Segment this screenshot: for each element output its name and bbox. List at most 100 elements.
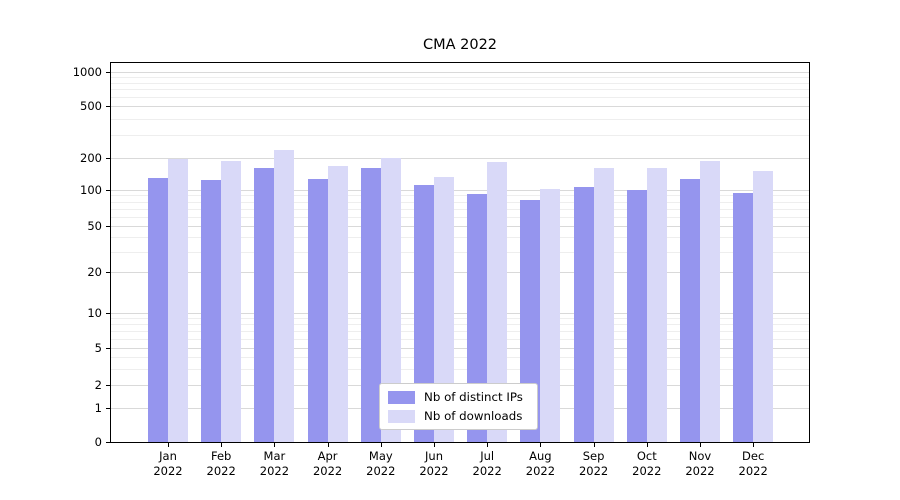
x-tick-label: Apr 2022 (296, 449, 360, 479)
gridline-minor (111, 208, 809, 210)
gridline-minor (111, 237, 809, 239)
y-tick-label: 100 (80, 183, 102, 197)
bar-distinct-ips-apr (307, 178, 328, 442)
y-tick-mark (106, 158, 110, 159)
bar-downloads-mar (274, 149, 295, 442)
plot-area: Nb of distinct IPs Nb of downloads (110, 62, 810, 443)
bar-distinct-ips-may (360, 168, 381, 442)
x-tick-month: Feb (211, 449, 232, 463)
x-tick-year: 2022 (259, 464, 290, 478)
x-tick-year: 2022 (419, 464, 449, 478)
legend-item-downloads: Nb of downloads (388, 409, 523, 423)
bar-downloads-oct (646, 167, 667, 442)
bar-downloads-sep (593, 168, 614, 442)
bar-downloads-jun (434, 176, 454, 442)
x-tick-label: Nov 2022 (668, 449, 732, 479)
gridline-minor (111, 318, 809, 320)
x-tick-mark (327, 443, 329, 447)
y-tick-mark (106, 72, 110, 73)
gridline-minor (111, 89, 809, 91)
x-tick-month: Dec (742, 449, 765, 463)
gridline-minor (111, 134, 809, 136)
x-tick-label: Mar 2022 (242, 449, 306, 479)
gridline-major (111, 226, 809, 227)
legend-label-downloads: Nb of downloads (424, 409, 523, 423)
y-tick-label: 1 (94, 401, 102, 415)
gridline-minor (111, 201, 809, 203)
bar-distinct-ips-jul (467, 194, 488, 442)
y-tick-label: 5 (94, 341, 102, 355)
y-tick-mark (106, 190, 110, 191)
gridline-minor (111, 324, 809, 326)
y-tick-mark (106, 348, 110, 349)
gridline-minor (111, 118, 809, 120)
bar-distinct-ips-jun (414, 184, 434, 442)
gridline-minor (111, 331, 809, 332)
gridline-major (111, 72, 809, 73)
x-tick-label: May 2022 (349, 449, 413, 479)
gridline-minor (111, 357, 809, 358)
x-tick-year: 2022 (685, 464, 715, 478)
legend-item-distinct-ips: Nb of distinct IPs (388, 390, 523, 404)
bar-downloads-dec (753, 171, 774, 442)
x-tick-year: 2022 (632, 464, 662, 478)
bar-distinct-ips-dec (733, 192, 754, 442)
x-tick-mark (646, 443, 648, 447)
y-tick-label: 10 (87, 306, 102, 320)
x-tick-label: Jul 2022 (455, 449, 519, 479)
x-tick-month: Mar (263, 449, 286, 463)
y-tick-mark (106, 313, 110, 314)
x-tick-month: Sep (582, 449, 605, 463)
gridline-minor (111, 97, 809, 99)
gridline-minor (111, 82, 809, 84)
y-tick-mark (106, 385, 110, 386)
legend: Nb of distinct IPs Nb of downloads (379, 383, 538, 430)
x-tick-mark (753, 443, 755, 447)
x-tick-month: Apr (317, 449, 338, 463)
x-tick-year: 2022 (738, 464, 768, 478)
gridline-major (111, 272, 809, 273)
x-tick-month: Nov (688, 449, 712, 463)
x-tick-mark (221, 443, 223, 447)
bar-distinct-ips-feb (201, 179, 222, 442)
x-tick-year: 2022 (312, 464, 343, 478)
x-tick-year: 2022 (206, 464, 236, 478)
x-tick-label: Jan 2022 (136, 449, 200, 479)
x-tick-month: May (368, 449, 393, 463)
x-tick-mark (540, 443, 542, 447)
legend-swatch-downloads (388, 409, 415, 423)
x-tick-mark (700, 443, 701, 447)
x-tick-year: 2022 (366, 464, 396, 478)
gridline-major (111, 106, 809, 107)
bar-downloads-may (380, 158, 401, 442)
x-tick-mark (487, 443, 489, 447)
bar-downloads-jul (487, 162, 508, 442)
bar-distinct-ips-aug (520, 199, 541, 442)
gridline-major (111, 348, 809, 349)
gridline-minor (111, 338, 809, 340)
gridline-major (111, 313, 809, 314)
y-tick-label: 500 (80, 99, 102, 113)
x-tick-label: Feb 2022 (189, 449, 253, 479)
y-tick-label: 50 (87, 219, 102, 233)
x-tick-label: Jun 2022 (402, 449, 466, 479)
gridline-minor (111, 216, 809, 218)
y-tick-mark (106, 226, 110, 227)
x-tick-mark (434, 443, 435, 447)
bar-distinct-ips-nov (680, 179, 700, 442)
bar-distinct-ips-sep (573, 186, 594, 442)
y-tick-mark (106, 442, 110, 443)
x-tick-month: Jun (425, 449, 443, 463)
x-tick-label: Oct 2022 (615, 449, 679, 479)
x-tick-year: 2022 (578, 464, 609, 478)
gridline-minor (111, 195, 809, 197)
chart-title: CMA 2022 (422, 37, 498, 53)
x-tick-label: Aug 2022 (508, 449, 572, 479)
x-tick-month: Aug (529, 449, 552, 463)
gridline-major (111, 158, 809, 159)
x-tick-label: Dec 2022 (721, 449, 785, 479)
legend-swatch-distinct-ips (388, 390, 415, 404)
gridline-minor (111, 77, 809, 79)
bar-downloads-nov (700, 160, 720, 442)
